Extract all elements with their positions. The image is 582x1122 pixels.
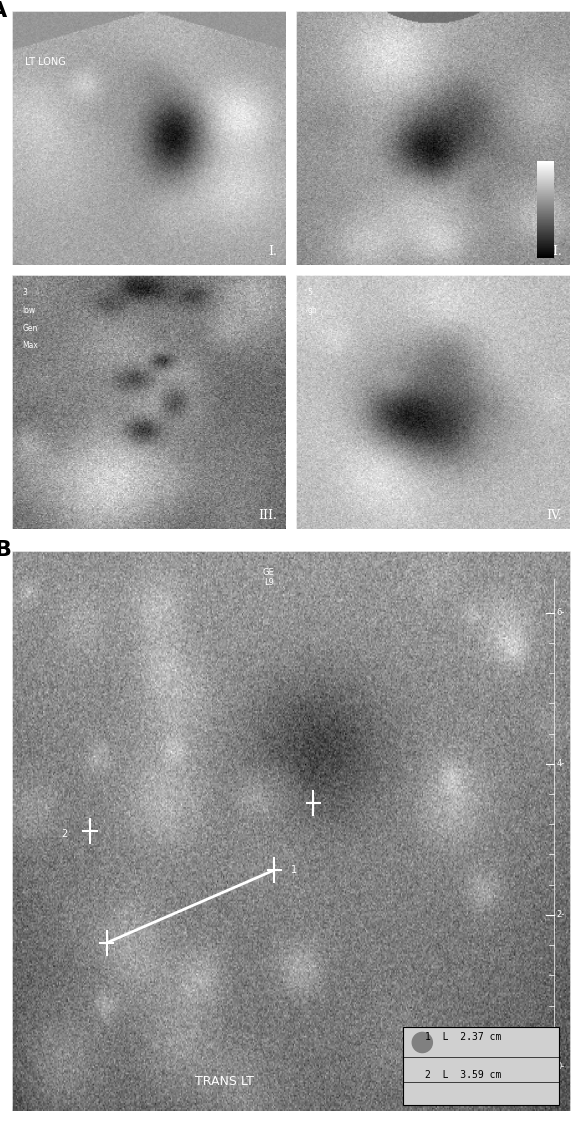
Text: 1  L  2.37 cm: 1 L 2.37 cm — [425, 1032, 502, 1042]
Circle shape — [412, 1032, 432, 1052]
Text: GE
L9: GE L9 — [263, 568, 275, 587]
Text: 3: 3 — [23, 288, 27, 297]
Text: gh: gh — [307, 306, 317, 315]
Text: 4-: 4- — [556, 760, 565, 769]
Text: Max: Max — [23, 341, 38, 350]
Text: LT LONG: LT LONG — [26, 57, 66, 67]
Text: 2  L  3.59 cm: 2 L 3.59 cm — [425, 1070, 502, 1079]
Text: 5: 5 — [307, 288, 313, 297]
Text: TRANS LT: TRANS LT — [194, 1075, 253, 1088]
Text: 2-: 2- — [556, 910, 565, 919]
Text: 1: 1 — [291, 865, 297, 875]
Text: II.: II. — [548, 245, 562, 258]
Text: Gen: Gen — [23, 324, 38, 333]
Text: IV.: IV. — [546, 509, 562, 522]
FancyBboxPatch shape — [403, 1027, 559, 1105]
Text: 6-: 6- — [556, 608, 565, 617]
Text: A: A — [0, 1, 7, 21]
Text: 0-: 0- — [556, 1061, 565, 1070]
Text: B: B — [0, 540, 12, 560]
Text: III.: III. — [258, 509, 277, 522]
Text: low: low — [23, 306, 36, 315]
Text: I.: I. — [268, 245, 277, 258]
Text: 2: 2 — [61, 829, 68, 839]
